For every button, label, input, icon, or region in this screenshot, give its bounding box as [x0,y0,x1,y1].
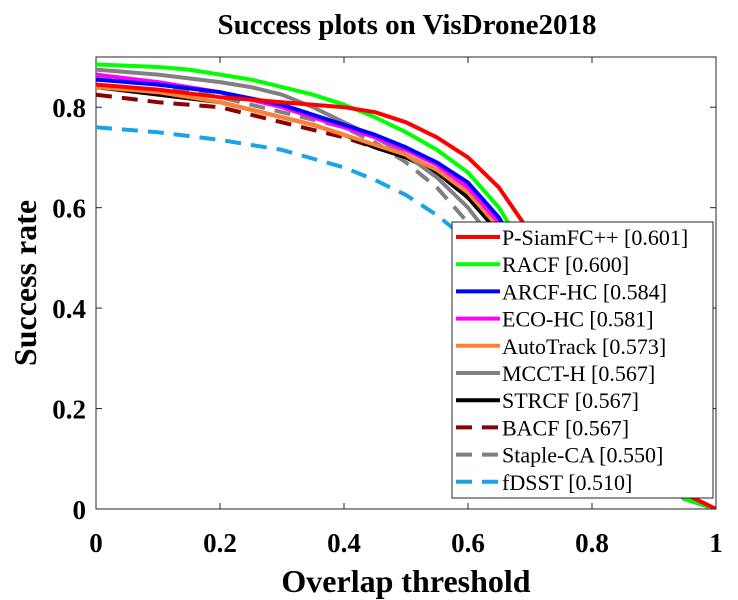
series-line-8 [96,75,716,509]
y-axis-label: Success rate [7,200,43,366]
legend-label-5: MCCT-H [0.567] [502,361,655,386]
x-tick-label: 0.4 [327,528,361,558]
y-tick-label: 0.6 [52,194,86,224]
chart-title: Success plots on VisDrone2018 [218,9,597,41]
y-tick-label: 0.8 [52,93,86,123]
x-tick-label: 0.8 [575,528,609,558]
legend: P-SiamFC++ [0.601]RACF [0.600]ARCF-HC [0… [451,221,714,499]
y-tick-label: 0.4 [52,294,86,324]
legend-label-4: AutoTrack [0.573] [502,334,666,359]
legend-box [451,221,714,499]
ticks-layer: 0 0.2 0.4 0.6 0.8 1 0 0.2 0.4 0.6 0.8 [52,57,723,558]
x-tick-label: 0 [89,528,103,558]
legend-label-3: ECO-HC [0.581] [502,307,654,332]
legend-label-7: BACF [0.567] [502,415,629,440]
x-tick-label: 1 [709,528,723,558]
series-line-7 [96,92,716,509]
y-tick-label: 0.2 [52,395,86,425]
legend-label-9: fDSST [0.510] [502,470,632,495]
legend-label-1: RACF [0.600] [502,252,629,277]
legend-label-8: Staple-CA [0.550] [502,443,663,468]
x-axis-label: Overlap threshold [281,563,530,599]
y-tick-label: 0 [73,495,87,525]
legend-label-6: STRCF [0.567] [502,388,639,413]
legend-label-0: P-SiamFC++ [0.601] [502,225,688,250]
x-tick-label: 0.2 [203,528,237,558]
x-tick-label: 0.6 [451,528,485,558]
legend-label-2: ARCF-HC [0.584] [502,279,667,304]
